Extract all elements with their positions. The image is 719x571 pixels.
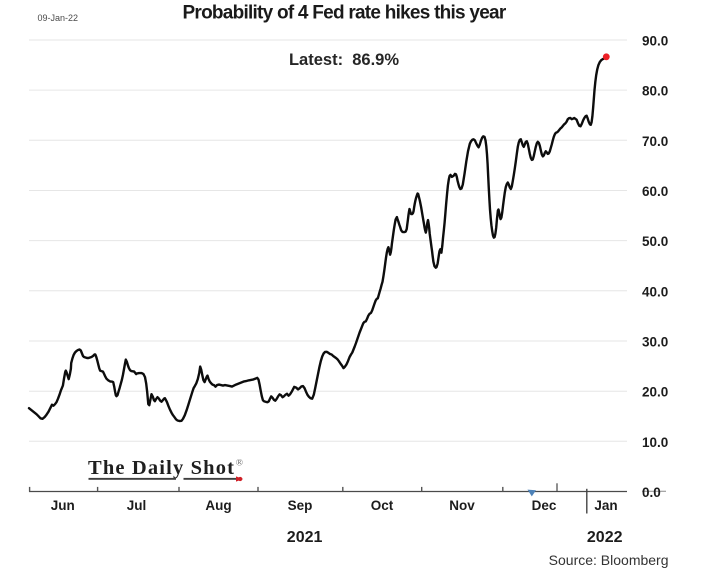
svg-text:80.0: 80.0: [642, 84, 668, 99]
svg-text:Source: Bloomberg: Source: Bloomberg: [549, 552, 669, 568]
svg-text:09-Jan-22: 09-Jan-22: [38, 13, 79, 23]
svg-text:Aug: Aug: [205, 498, 231, 513]
svg-text:Latest: 86.9%: Latest: 86.9%: [289, 51, 399, 69]
svg-text:40.0: 40.0: [642, 284, 668, 299]
svg-text:The Daily Shot: The Daily Shot: [88, 457, 235, 479]
svg-text:Dec: Dec: [532, 498, 557, 513]
svg-text:Jan: Jan: [594, 498, 617, 513]
svg-text:30.0: 30.0: [642, 335, 668, 350]
svg-text:Nov: Nov: [449, 498, 475, 513]
svg-text:Jun: Jun: [51, 498, 75, 513]
svg-text:Jul: Jul: [127, 498, 147, 513]
svg-text:90.0: 90.0: [642, 34, 668, 49]
svg-text:60.0: 60.0: [642, 184, 668, 199]
svg-text:20.0: 20.0: [642, 385, 668, 400]
svg-text:Oct: Oct: [371, 498, 394, 513]
svg-text:Probability of 4 Fed rate hike: Probability of 4 Fed rate hikes this yea…: [183, 3, 507, 24]
svg-text:10.0: 10.0: [642, 435, 668, 450]
svg-text:Sep: Sep: [288, 498, 313, 513]
svg-text:2021: 2021: [287, 529, 323, 546]
svg-text:50.0: 50.0: [642, 234, 668, 249]
svg-text:70.0: 70.0: [642, 134, 668, 149]
svg-text:0.0: 0.0: [642, 485, 661, 500]
svg-text:2022: 2022: [587, 529, 623, 546]
svg-text:®: ®: [236, 458, 243, 469]
